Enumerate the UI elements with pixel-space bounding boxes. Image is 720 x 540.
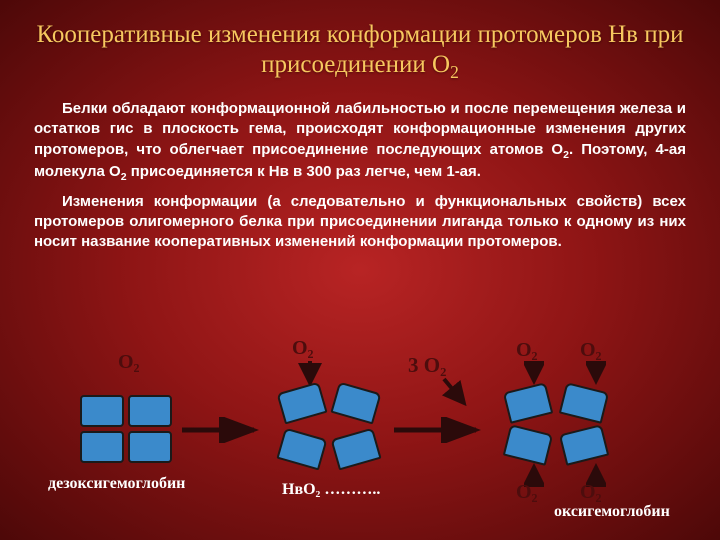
protomer bbox=[503, 424, 553, 466]
slide: Кооперативные изменения конформации прот… bbox=[0, 0, 720, 540]
arrow-icon bbox=[180, 417, 270, 443]
protomer bbox=[559, 424, 609, 466]
small-arrow-icon bbox=[586, 361, 606, 389]
small-arrow-icon bbox=[438, 375, 478, 415]
protomer bbox=[128, 395, 172, 427]
protomer bbox=[330, 382, 381, 425]
protomer bbox=[503, 382, 553, 424]
slide-title: Кооперативные изменения конформации прот… bbox=[34, 20, 686, 83]
o2-label: О₂ bbox=[580, 339, 602, 362]
o2-label: О₂ bbox=[292, 337, 314, 360]
paragraph-2: Изменения конформации (а следовательно и… bbox=[34, 192, 686, 253]
o2-label: О₂ bbox=[516, 481, 538, 504]
arrow-icon bbox=[392, 417, 492, 443]
protomer bbox=[80, 431, 124, 463]
o2-label: О₂ bbox=[580, 481, 602, 504]
paragraph-1: Белки обладают конформационной лабильнос… bbox=[34, 99, 686, 184]
o2-label: О₂ bbox=[516, 339, 538, 362]
protomer bbox=[276, 382, 327, 425]
protomer bbox=[330, 428, 381, 471]
label-hbo2: НвО₂ ……….. bbox=[282, 481, 380, 499]
protomer bbox=[276, 428, 327, 471]
protomer bbox=[128, 431, 172, 463]
label-oxy: оксигемоглобин bbox=[554, 503, 670, 521]
protomer bbox=[80, 395, 124, 427]
o2-label: О₂ bbox=[118, 351, 140, 374]
diagram: О₂ дезоксигемоглобин О₂ НвО₂ ……….. 3 О₂ bbox=[0, 325, 720, 525]
label-deoxy: дезоксигемоглобин bbox=[48, 475, 185, 493]
